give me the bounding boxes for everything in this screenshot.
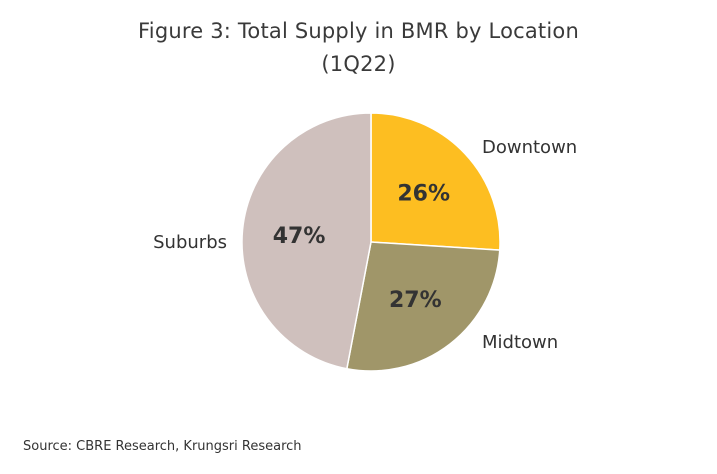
pie-slice-downtown (370, 112, 501, 251)
slice-value-label-downtown: 26% (397, 182, 450, 207)
slice-category-label-midtown: Midtown (482, 332, 558, 353)
pie-slice-suburbs (241, 112, 372, 370)
slice-category-label-suburbs: Suburbs (153, 232, 227, 253)
slice-value-label-midtown: 27% (389, 288, 442, 313)
source-note: Source: CBRE Research, Krungsri Research (23, 439, 302, 454)
slice-value-label-suburbs: 47% (273, 224, 326, 249)
pie-slice-midtown (345, 241, 501, 372)
slice-category-label-downtown: Downtown (482, 137, 577, 158)
chart-title: Figure 3: Total Supply in BMR by Locatio… (138, 19, 579, 43)
chart-subtitle: (1Q22) (321, 52, 396, 76)
